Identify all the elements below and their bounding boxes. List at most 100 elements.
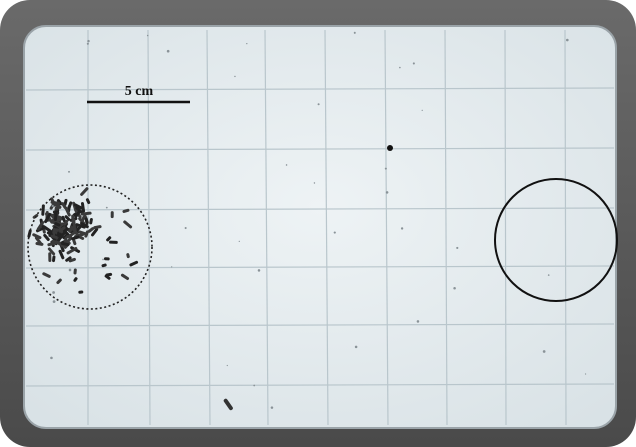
insect (387, 145, 393, 151)
target-zone (494, 178, 618, 302)
insect (34, 236, 43, 246)
insect (105, 272, 113, 277)
speck (416, 320, 420, 323)
speck (166, 49, 170, 53)
insect (52, 202, 62, 209)
insect (80, 222, 89, 229)
insect (80, 187, 89, 196)
insect (73, 203, 84, 210)
speck (385, 191, 389, 194)
speck (86, 42, 89, 45)
speck (51, 204, 54, 208)
speck (400, 227, 404, 230)
insect (223, 398, 233, 411)
insect (53, 210, 58, 221)
insect (63, 219, 69, 226)
speck (584, 373, 587, 375)
insect (44, 212, 52, 224)
speck (246, 42, 248, 45)
insect (58, 249, 65, 260)
speck (68, 170, 70, 173)
insect (48, 252, 52, 263)
speck (87, 39, 90, 43)
speck (542, 350, 546, 353)
insect (78, 217, 85, 225)
insect (129, 260, 139, 267)
insect (72, 239, 77, 246)
speck (547, 274, 550, 276)
insect (68, 257, 76, 263)
insect (42, 272, 51, 278)
speck (565, 38, 569, 42)
speck (102, 258, 104, 261)
insect (109, 240, 118, 244)
speck (456, 246, 459, 250)
insect (122, 208, 130, 213)
insect (51, 239, 61, 245)
insect (80, 211, 92, 216)
speck (317, 103, 320, 106)
insect (73, 277, 78, 282)
insects (27, 31, 587, 409)
insect (101, 263, 107, 268)
insect (64, 206, 71, 217)
insect (71, 235, 80, 241)
insect (54, 222, 61, 227)
insect (85, 198, 91, 205)
insect (89, 217, 93, 225)
insect (84, 217, 89, 226)
arena-floor (23, 25, 617, 429)
insect (47, 247, 56, 256)
insect (61, 202, 67, 209)
speck (50, 356, 53, 360)
insect (58, 227, 64, 234)
insect (42, 225, 52, 233)
speck (253, 384, 256, 387)
speck (146, 34, 149, 37)
insect (68, 230, 77, 238)
speck (399, 66, 401, 69)
scale-label: 5 cm (125, 84, 154, 99)
speck (68, 268, 72, 272)
insect (60, 241, 70, 247)
speck (257, 269, 261, 272)
speck (105, 206, 108, 209)
speck (384, 167, 387, 170)
insect (75, 223, 86, 229)
insect (120, 273, 130, 280)
insect (75, 206, 84, 214)
speck (52, 291, 55, 294)
speck (285, 164, 288, 166)
speck (313, 182, 316, 184)
insect (56, 199, 63, 206)
speck (171, 266, 173, 268)
speck (333, 231, 336, 234)
insect (32, 233, 42, 240)
speck (353, 31, 356, 34)
insect (106, 236, 112, 242)
speck (184, 227, 187, 230)
insect (66, 247, 78, 255)
insect (73, 268, 77, 275)
insect (126, 253, 130, 259)
grid (25, 29, 615, 426)
insect (65, 256, 72, 262)
speck (226, 364, 228, 367)
insect (78, 290, 84, 294)
insect (103, 257, 110, 261)
speck (453, 287, 456, 290)
insect (47, 241, 57, 247)
insect (123, 220, 133, 229)
speck (234, 75, 236, 78)
insect (59, 228, 66, 239)
speck (354, 345, 358, 349)
speck (270, 406, 274, 409)
speck (52, 300, 56, 304)
insect (36, 220, 45, 231)
insect (91, 227, 99, 237)
insect (64, 215, 71, 221)
insect (52, 255, 56, 263)
speck (412, 62, 415, 65)
